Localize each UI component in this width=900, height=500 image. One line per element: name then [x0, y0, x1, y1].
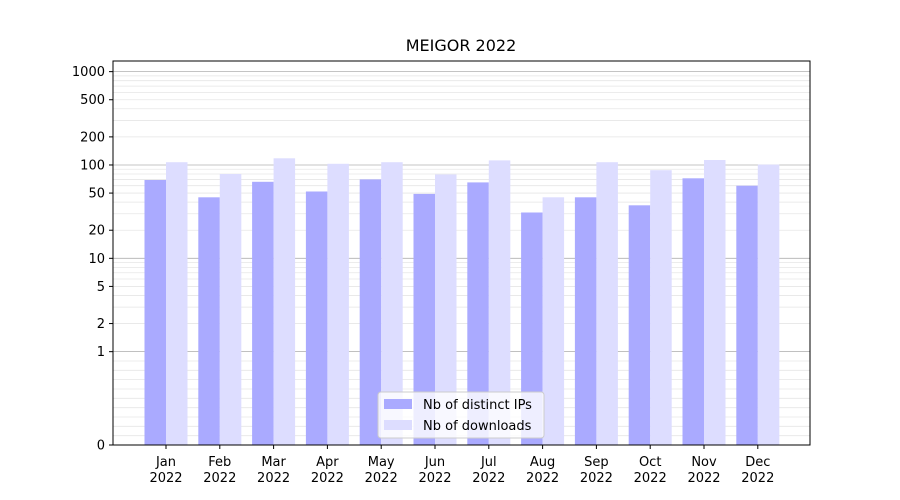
y-axis: 0 1 2 5 10 20 50 100 200 500 1000	[72, 65, 113, 454]
legend-box	[377, 391, 545, 439]
y-tick-label: 500	[80, 93, 105, 108]
x-tick-label-month: Jul	[480, 455, 497, 470]
y-tick-label: 50	[88, 187, 105, 202]
x-tick-label-month: Aug	[530, 455, 555, 470]
bar-distinct-ips	[467, 182, 489, 445]
x-tick-label-year: 2022	[526, 471, 559, 486]
y-tick-label: 5	[97, 280, 105, 295]
bar-distinct-ips	[574, 197, 597, 445]
bar-distinct-ips	[252, 181, 274, 446]
x-tick-label-month: Feb	[208, 455, 231, 470]
x-tick-label-month: Sep	[584, 455, 609, 470]
x-tick-label-year: 2022	[311, 471, 344, 486]
x-tick-label-year: 2022	[472, 471, 505, 486]
x-tick-label-year: 2022	[149, 471, 182, 486]
x-tick-label-year: 2022	[741, 471, 774, 486]
x-tick-label-year: 2022	[580, 471, 613, 486]
x-tick-label-year: 2022	[365, 471, 398, 486]
bar-distinct-ips	[521, 212, 543, 445]
y-tick-label: 100	[80, 158, 105, 173]
x-tick-label-year: 2022	[257, 471, 290, 486]
bar-downloads	[166, 162, 188, 445]
y-tick-label: 20	[88, 224, 105, 239]
bar-downloads	[488, 160, 511, 445]
legend-swatch	[384, 399, 412, 409]
x-tick-label-month: Jun	[424, 455, 445, 470]
legend-swatch	[384, 420, 412, 430]
bar-downloads	[219, 174, 242, 445]
bars	[144, 158, 780, 446]
bar-downloads	[704, 160, 726, 445]
x-tick-label-year: 2022	[418, 471, 451, 486]
bar-distinct-ips	[628, 205, 651, 445]
bar-distinct-ips	[359, 179, 382, 445]
bar-downloads	[596, 162, 618, 445]
y-tick-label: 1	[97, 345, 105, 360]
bar-distinct-ips	[198, 197, 220, 445]
y-tick-label: 200	[80, 130, 105, 145]
x-tick-label-month: Dec	[745, 455, 770, 470]
x-axis: Jan2022Feb2022Mar2022Apr2022May2022Jun20…	[149, 445, 774, 486]
x-tick-label-month: Jan	[155, 455, 176, 470]
bar-downloads	[542, 197, 565, 445]
bar-distinct-ips	[413, 193, 435, 445]
x-tick-label-month: Nov	[691, 455, 717, 470]
bar-distinct-ips	[682, 178, 704, 446]
x-tick-label-year: 2022	[203, 471, 236, 486]
bar-downloads	[650, 170, 672, 445]
bar-distinct-ips	[305, 191, 328, 445]
x-tick-label-month: Oct	[639, 455, 661, 470]
legend: Nb of distinct IPs Nb of downloads	[377, 391, 545, 439]
x-tick-label-year: 2022	[687, 471, 720, 486]
bar-distinct-ips	[736, 185, 758, 445]
chart-title: MEIGOR 2022	[406, 36, 517, 55]
bar-downloads	[757, 164, 780, 445]
y-tick-label: 1000	[72, 65, 105, 80]
bar-downloads	[381, 162, 403, 445]
legend-label: Nb of distinct IPs	[423, 398, 532, 413]
bar-distinct-ips	[144, 180, 166, 445]
bar-downloads	[435, 174, 457, 445]
legend-label: Nb of downloads	[423, 419, 532, 434]
x-tick-label-month: May	[368, 455, 395, 470]
x-tick-label-month: Apr	[316, 455, 339, 470]
y-tick-label: 10	[88, 252, 105, 267]
x-tick-label-month: Mar	[261, 455, 286, 470]
x-tick-label-year: 2022	[634, 471, 667, 486]
y-tick-label: 2	[97, 317, 105, 332]
y-tick-label: 0	[97, 439, 105, 454]
bar-downloads	[327, 163, 349, 446]
bar-downloads	[273, 158, 296, 446]
plot-frame	[112, 60, 811, 446]
